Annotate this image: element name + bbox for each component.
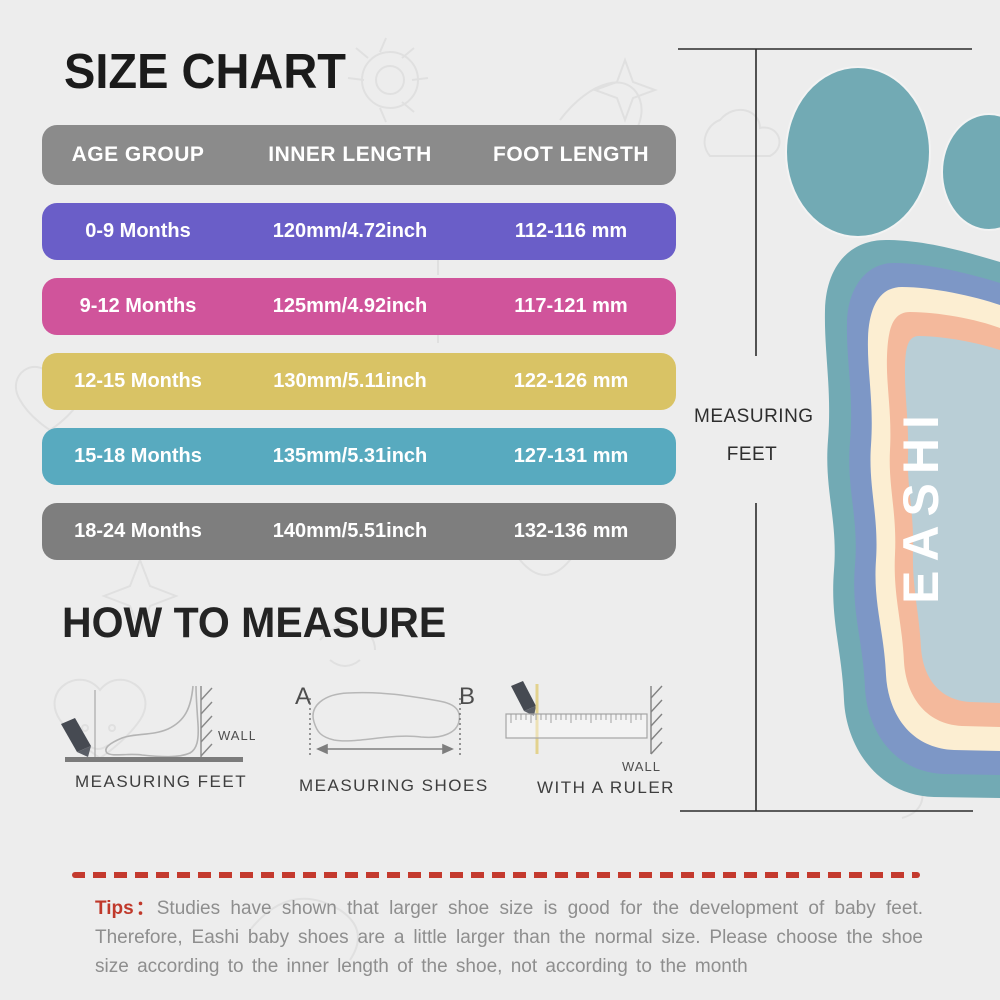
measuring-feet-caption: MEASURING FEET xyxy=(75,772,248,791)
measuring-guide-lines xyxy=(678,48,973,812)
wall-label: WALL xyxy=(622,759,661,774)
measuring-feet-panel-label-line1: MEASURING xyxy=(694,406,814,427)
foot-length-value: 122-126 mm xyxy=(513,370,629,392)
inner-length-value: 120mm/4.72inch xyxy=(272,220,428,242)
column-header-inner-length: INNER LENGTH xyxy=(268,143,432,166)
inner-length-value: 130mm/5.11inch xyxy=(273,370,427,392)
foot-illustration: EASHI xyxy=(678,48,1000,812)
tips-divider-dashed-line xyxy=(72,872,920,878)
ruler-diagram: WALL xyxy=(505,681,663,774)
foot-toes xyxy=(785,66,1000,238)
table-row: 12-15 Months 130mm/5.11inch 122-126 mm xyxy=(42,353,676,410)
wall-hatching xyxy=(650,685,663,755)
column-header-foot-length: FOOT LENGTH xyxy=(493,143,649,166)
tips-paragraph: Tips：Studies have shown that larger shoe… xyxy=(95,894,923,981)
pencil-icon xyxy=(61,718,91,757)
table-row: 15-18 Months 135mm/5.31inch 127-131 mm xyxy=(42,428,676,485)
foot-length-value: 112-116 mm xyxy=(514,220,628,242)
foot-outline xyxy=(105,685,200,758)
table-row: 9-12 Months 125mm/4.92inch 117-121 mm xyxy=(42,278,676,335)
wall-label: WALL xyxy=(218,728,255,743)
inner-length-value: 140mm/5.51inch xyxy=(272,520,428,542)
pencil-icon xyxy=(511,681,536,716)
ruler-caption: WITH A RULER xyxy=(537,778,675,797)
age-group-value: 18-24 Months xyxy=(74,520,202,542)
brand-logo: EASHI xyxy=(893,406,949,604)
foot-length-value: 132-136 mm xyxy=(513,520,629,542)
measuring-shoes-caption: MEASURING SHOES xyxy=(299,776,489,795)
point-b-label: B xyxy=(459,683,475,710)
table-header-row: AGE GROUP INNER LENGTH FOOT LENGTH xyxy=(42,125,676,185)
wall-hatching xyxy=(200,686,213,758)
age-group-value: 9-12 Months xyxy=(79,295,197,317)
foot-length-value: 127-131 mm xyxy=(513,445,629,467)
foot-length-value: 117-121 mm xyxy=(514,295,628,317)
sole-layer-inner xyxy=(905,336,1000,703)
column-header-age: AGE GROUP xyxy=(71,143,205,166)
how-to-measure-title: HOW TO MEASURE xyxy=(62,598,447,647)
page-title: SIZE CHART xyxy=(64,43,346,99)
age-group-value: 15-18 Months xyxy=(74,445,202,467)
foot-sole-layers xyxy=(824,240,1000,798)
tips-label: Tips： xyxy=(95,898,157,919)
inner-length-value: 125mm/4.92inch xyxy=(272,295,428,317)
table-row: 0-9 Months 120mm/4.72inch 112-116 mm xyxy=(42,203,676,260)
age-group-value: 0-9 Months xyxy=(85,220,191,242)
measuring-feet-panel-label: MEASURING FEET xyxy=(694,398,814,474)
shoe-sole-outline xyxy=(312,691,461,742)
measuring-feet-panel-label-line2: FEET xyxy=(726,444,778,465)
tips-body-text: Studies have shown that larger shoe size… xyxy=(95,898,923,977)
size-chart-table: AGE GROUP INNER LENGTH FOOT LENGTH 0-9 M… xyxy=(42,125,676,578)
inner-length-value: 135mm/5.31inch xyxy=(272,445,428,467)
ruler-icon xyxy=(505,713,648,739)
measuring-shoes-diagram: A B xyxy=(295,683,475,756)
measuring-feet-diagram: WALL xyxy=(61,685,255,762)
age-group-value: 12-15 Months xyxy=(74,370,202,392)
length-arrow xyxy=(316,743,454,755)
table-row: 18-24 Months 140mm/5.51inch 132-136 mm xyxy=(42,503,676,560)
point-a-label: A xyxy=(295,683,311,710)
